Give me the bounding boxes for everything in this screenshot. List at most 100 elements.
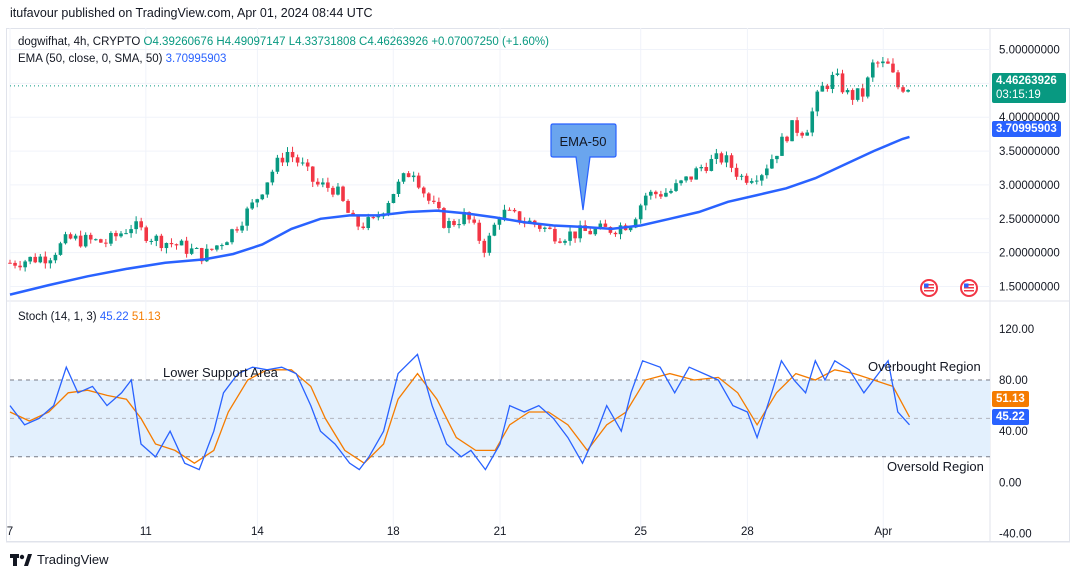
candle-body	[336, 186, 340, 195]
candle-body	[654, 191, 658, 195]
candle-body	[174, 244, 179, 246]
candle-body	[99, 239, 103, 243]
candle-body	[416, 175, 421, 188]
candle-body	[371, 217, 376, 219]
candle-body	[104, 242, 108, 244]
candle-body	[240, 225, 244, 231]
us-flag-icon-1[interactable]	[918, 279, 940, 297]
candle-body	[754, 180, 759, 182]
stoch-tick-label: 40.00	[999, 426, 1028, 438]
candle-body	[280, 157, 285, 163]
candle-body	[442, 208, 446, 228]
candle-body	[341, 186, 345, 201]
legend-stoch-d: 51.13	[131, 311, 161, 323]
ema-callout-bubble	[550, 123, 617, 211]
legend-low: L4.33731808	[288, 36, 356, 48]
candle-body	[457, 224, 461, 226]
candle-body	[164, 242, 169, 249]
legend-ema-label: EMA (50, close, 0, SMA, 50)	[18, 53, 163, 65]
candle-body	[53, 254, 58, 261]
candle-body	[830, 74, 835, 89]
candle-body	[643, 195, 648, 206]
candle-body	[215, 245, 219, 250]
candle-body	[124, 233, 128, 235]
candle-body	[603, 223, 608, 227]
candle-body	[159, 235, 164, 249]
legend-close: C4.46263926	[359, 36, 429, 48]
candle-body	[386, 203, 391, 214]
candle-body	[421, 187, 426, 194]
candle-body	[699, 167, 704, 169]
stoch-d-line	[9, 369, 911, 465]
price-tag-price: 4.46263926	[996, 75, 1057, 87]
candle-body	[18, 265, 22, 268]
candle-body	[225, 242, 229, 246]
candle-body	[406, 173, 411, 178]
candle-body	[275, 157, 280, 172]
price-tick-label: 5.00000000	[999, 45, 1060, 57]
candle-body	[694, 168, 698, 180]
candle-body	[588, 230, 593, 235]
price-tag: 4.46263926 03:15:19	[992, 73, 1066, 103]
candle-body	[906, 90, 910, 92]
candle-body	[114, 232, 118, 237]
candle-body	[73, 235, 78, 239]
candle-body	[759, 175, 764, 181]
candle-body	[669, 190, 673, 193]
candle-body	[290, 151, 295, 158]
candle-body	[139, 221, 143, 228]
candle-body	[770, 159, 774, 169]
price-tick-label: 3.00000000	[999, 180, 1060, 192]
candle-body	[664, 192, 668, 197]
stoch-k-line	[9, 353, 910, 471]
candle-body	[865, 77, 870, 97]
candle-body	[845, 90, 850, 93]
candle-body	[482, 240, 487, 253]
candle-body	[255, 199, 260, 203]
candle-body	[785, 136, 789, 142]
ema-line	[9, 135, 910, 296]
candle-body	[204, 248, 209, 262]
legend-ema-value: 3.70995903	[165, 53, 227, 65]
us-flag-icon-2[interactable]	[958, 279, 980, 297]
attribution: itufavour published on TradingView.com, …	[10, 6, 373, 20]
candle-body	[896, 72, 900, 88]
candle-body	[452, 220, 456, 226]
candle-body	[487, 235, 492, 253]
candle-body	[78, 235, 83, 247]
candle-body	[48, 260, 53, 264]
candle-body	[850, 90, 855, 100]
overbought-label: Overbought Region	[868, 359, 981, 374]
candle-body	[891, 63, 895, 73]
candle-body	[613, 232, 618, 235]
candle-body	[109, 232, 113, 244]
candle-body	[235, 229, 239, 231]
candle-body	[472, 219, 476, 223]
y-axis: 5.000000004.500000004.000000003.50000000…	[999, 45, 1060, 541]
candle-body	[563, 240, 567, 243]
candle-body	[659, 194, 663, 197]
candle-body	[144, 227, 149, 241]
x-tick-label: 21	[494, 526, 507, 538]
region-labels: Lower Support Area Overbought Region Overs…	[163, 359, 984, 474]
candle-body	[593, 228, 598, 235]
candle-body	[169, 242, 174, 245]
candle-body	[326, 182, 330, 188]
candle-body	[179, 240, 184, 246]
candle-body	[23, 261, 27, 268]
tradingview-brand[interactable]: TradingView	[10, 552, 109, 567]
ema-tag: 3.70995903	[992, 121, 1061, 137]
candle-body	[729, 155, 734, 168]
legend-stoch: Stoch (14, 1, 3) 45.22 51.13	[18, 311, 161, 323]
candle-body	[618, 225, 623, 235]
candle-body	[679, 180, 683, 184]
candle-body	[119, 233, 123, 237]
candle-body	[704, 167, 709, 171]
x-tick-label: 25	[634, 526, 647, 538]
candle-body	[881, 61, 885, 64]
candle-body	[184, 240, 189, 254]
candle-body	[870, 62, 875, 78]
stoch-k-tag: 45.22	[992, 409, 1029, 425]
candle-body	[149, 240, 154, 242]
